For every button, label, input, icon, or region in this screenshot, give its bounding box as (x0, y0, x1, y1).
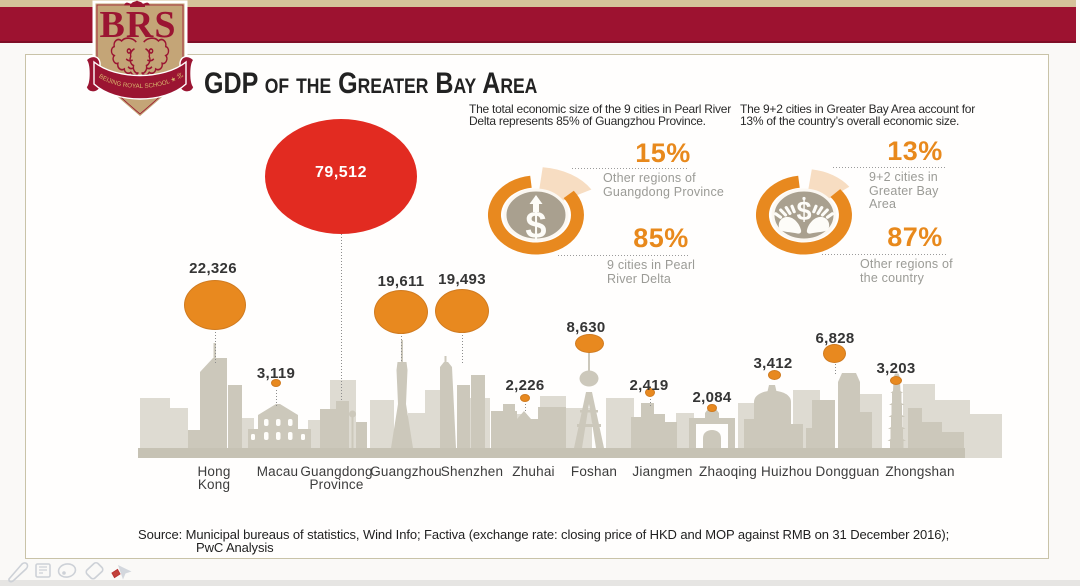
svg-text:$: $ (525, 205, 546, 247)
svg-text:BRS: BRS (100, 4, 177, 46)
svg-text:$: $ (796, 196, 811, 226)
